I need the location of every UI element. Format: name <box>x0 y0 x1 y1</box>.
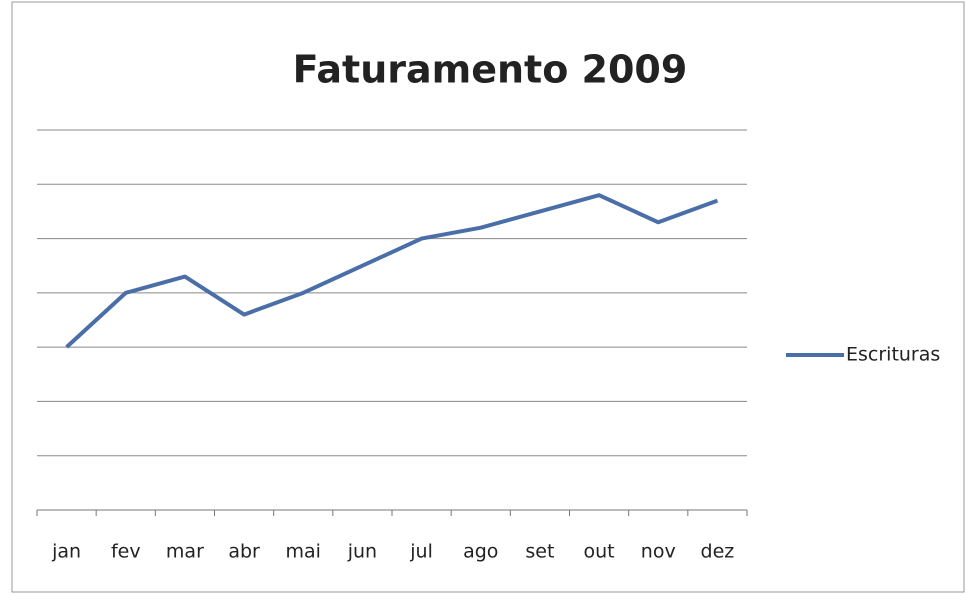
x-tick-label: fev <box>111 541 141 563</box>
x-tick-label: dez <box>701 541 735 563</box>
x-tick-label: out <box>584 541 615 563</box>
x-tick-label: jun <box>347 541 377 563</box>
x-tick-label: abr <box>228 541 260 563</box>
x-tick-label: nov <box>641 541 676 563</box>
x-tick-label: mai <box>286 541 321 563</box>
series-line <box>65 193 719 349</box>
x-tick-label: ago <box>463 541 498 563</box>
x-tick-label: mar <box>166 541 204 563</box>
chart-title: Faturamento 2009 <box>293 48 688 92</box>
chart-frame <box>11 1 965 593</box>
legend-label: Escrituras <box>846 344 940 366</box>
x-tick-label: jan <box>51 541 81 563</box>
x-tick-label: jul <box>409 541 433 563</box>
x-tick-label: set <box>525 541 554 563</box>
